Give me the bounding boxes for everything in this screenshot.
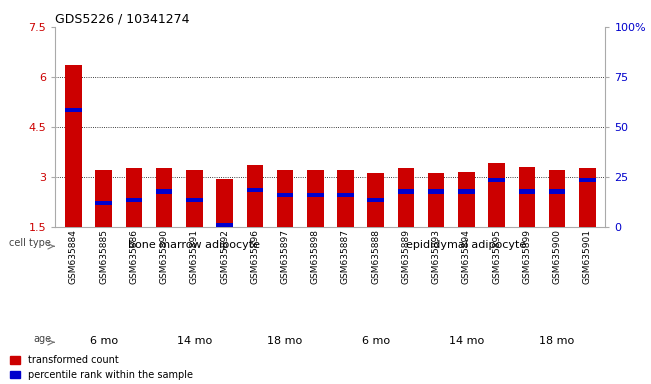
Text: 6 mo: 6 mo <box>362 336 390 346</box>
Bar <box>458 172 475 227</box>
Bar <box>96 170 112 227</box>
Bar <box>428 189 445 194</box>
Bar <box>96 201 112 205</box>
Bar <box>488 178 505 182</box>
Bar <box>126 198 142 202</box>
Bar <box>337 170 353 227</box>
Bar <box>579 168 596 227</box>
Text: 18 mo: 18 mo <box>540 336 575 346</box>
Bar <box>156 189 173 194</box>
Text: 14 mo: 14 mo <box>176 336 212 346</box>
Bar <box>519 189 535 194</box>
Bar <box>307 193 324 197</box>
Bar <box>549 170 565 227</box>
Bar <box>367 173 384 227</box>
Bar <box>247 165 263 227</box>
Bar <box>337 193 353 197</box>
Bar <box>277 170 294 227</box>
Bar <box>307 170 324 227</box>
Bar <box>216 223 233 227</box>
Text: age: age <box>33 334 51 344</box>
Bar <box>458 189 475 194</box>
Bar <box>216 179 233 227</box>
Bar <box>519 167 535 227</box>
Bar <box>549 189 565 194</box>
Text: 6 mo: 6 mo <box>90 336 118 346</box>
Bar <box>398 168 414 227</box>
Bar <box>247 188 263 192</box>
Text: GDS5226 / 10341274: GDS5226 / 10341274 <box>55 13 190 26</box>
Bar <box>186 198 202 202</box>
Text: epididymal adipocyte: epididymal adipocyte <box>406 240 527 250</box>
Text: cell type: cell type <box>9 238 51 248</box>
Bar <box>367 198 384 202</box>
Bar <box>65 108 82 112</box>
Text: 14 mo: 14 mo <box>449 336 484 346</box>
Bar <box>156 168 173 227</box>
Text: 18 mo: 18 mo <box>268 336 303 346</box>
Text: bone marrow adipocyte: bone marrow adipocyte <box>128 240 260 250</box>
Bar <box>277 193 294 197</box>
Bar <box>186 170 202 227</box>
Bar <box>579 178 596 182</box>
Bar <box>398 189 414 194</box>
Bar <box>428 173 445 227</box>
Bar <box>488 163 505 227</box>
Bar <box>65 65 82 227</box>
Legend: transformed count, percentile rank within the sample: transformed count, percentile rank withi… <box>7 351 197 384</box>
Bar <box>126 168 142 227</box>
